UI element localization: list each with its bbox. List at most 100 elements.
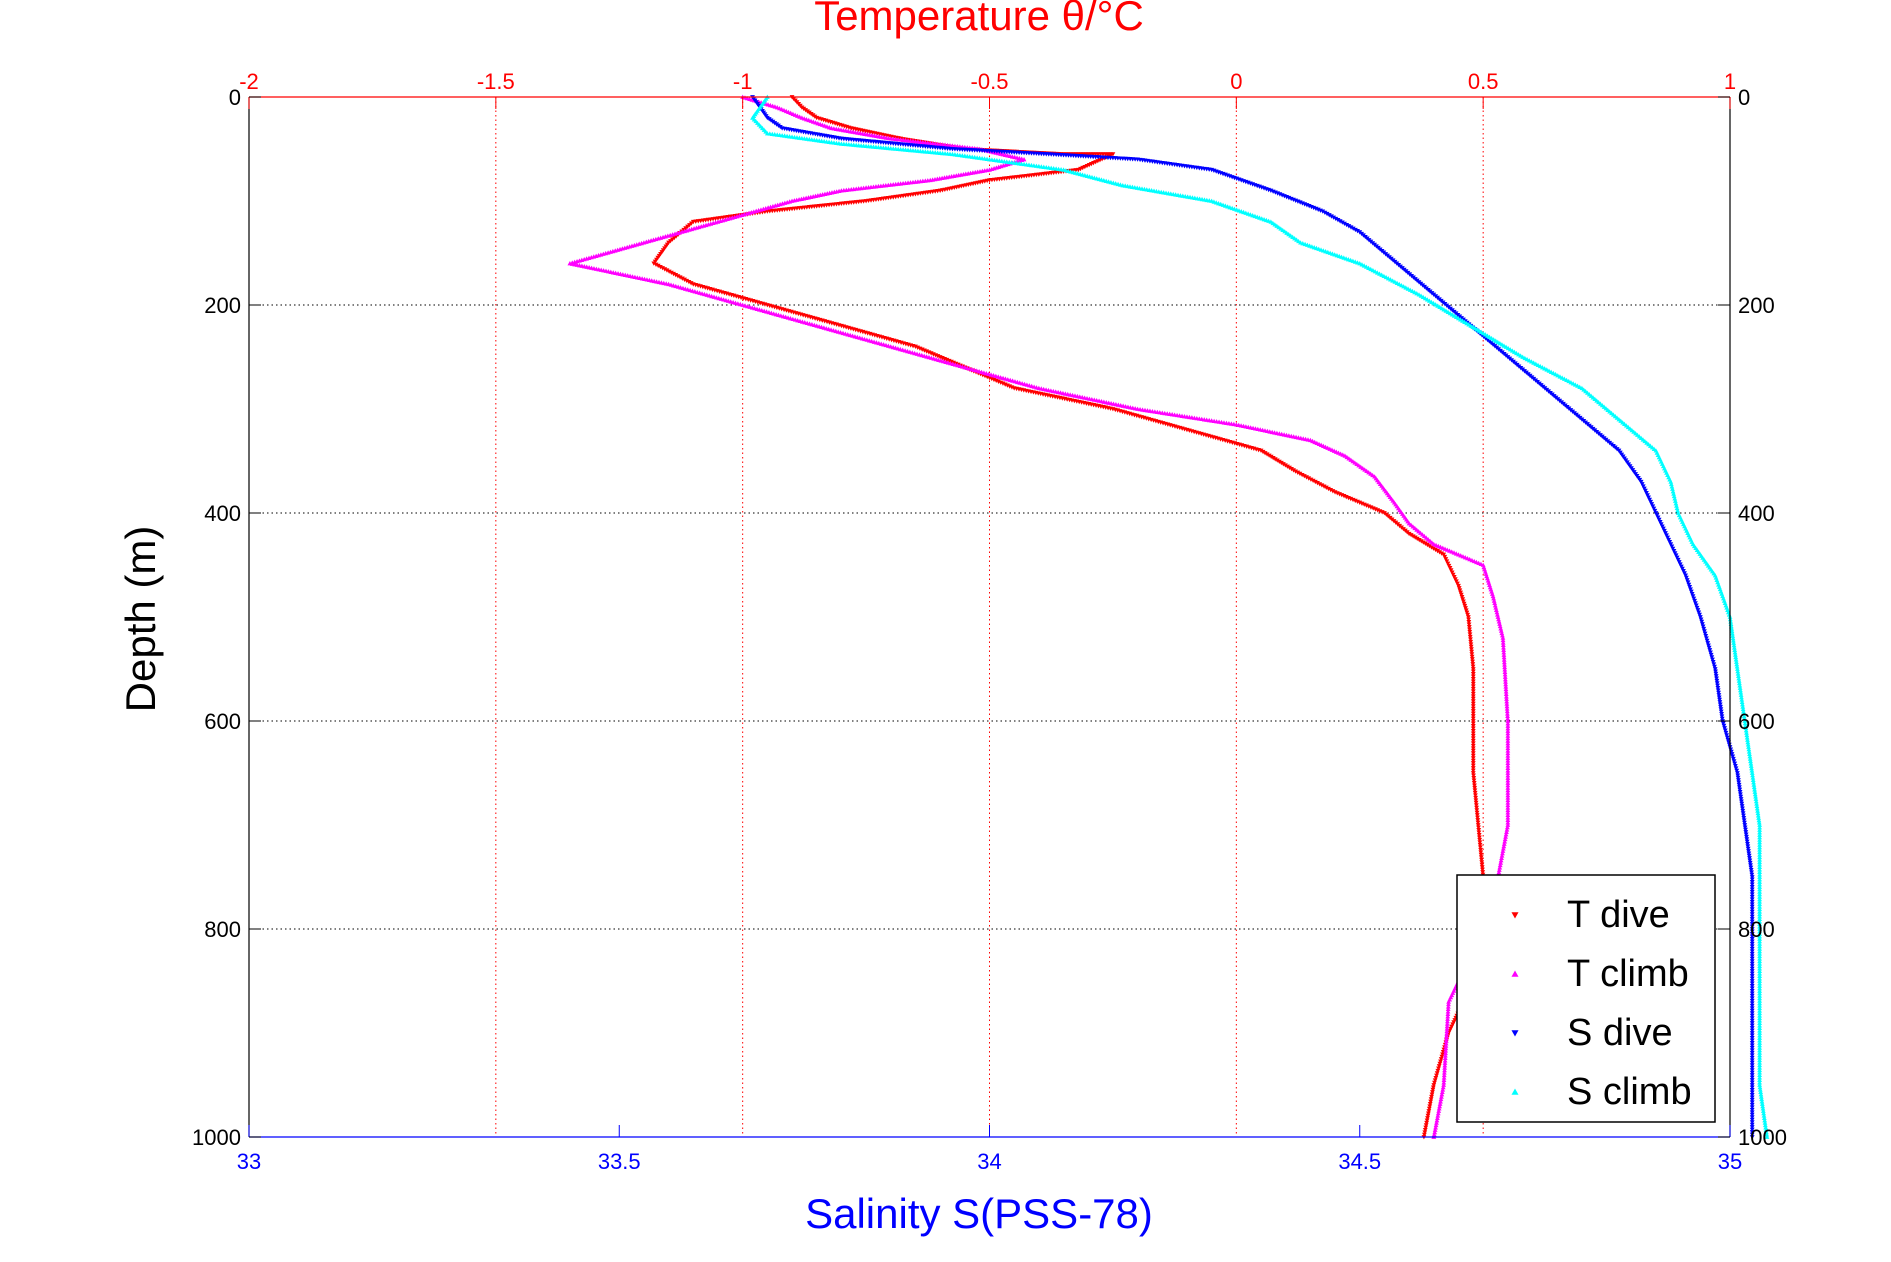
data-point <box>1435 1113 1441 1118</box>
data-point <box>1749 1078 1755 1083</box>
data-point <box>1671 493 1677 499</box>
data-point <box>1738 794 1744 800</box>
data-point <box>1674 555 1680 560</box>
data-point <box>1739 801 1745 807</box>
data-point <box>1757 995 1763 1001</box>
data-point <box>1739 799 1744 804</box>
data-point <box>1440 1052 1445 1057</box>
data-point <box>1688 589 1694 594</box>
data-point <box>1757 877 1763 882</box>
top-axis-tick-label: 1 <box>1724 69 1736 94</box>
data-point <box>1757 963 1763 969</box>
data-point <box>1719 714 1725 719</box>
data-point <box>1287 465 1292 471</box>
data-point <box>1684 578 1690 583</box>
data-point <box>1757 889 1763 894</box>
data-point <box>1742 720 1748 726</box>
data-point <box>1687 585 1693 590</box>
data-point <box>1749 1058 1755 1063</box>
data-point <box>1299 472 1305 478</box>
data-point <box>1757 852 1763 857</box>
data-point <box>1505 795 1511 800</box>
data-point <box>1757 936 1763 941</box>
data-point <box>1757 953 1763 959</box>
data-point <box>1699 622 1705 627</box>
data-point <box>1266 453 1272 458</box>
data-point <box>1441 552 1447 557</box>
data-point <box>1447 566 1453 571</box>
data-point <box>1732 761 1738 766</box>
data-point <box>1504 827 1510 832</box>
data-point <box>1470 751 1476 756</box>
data-point <box>1757 837 1763 842</box>
data-point <box>1743 830 1749 835</box>
data-point <box>1439 1054 1445 1060</box>
data-point <box>1638 479 1644 485</box>
data-point <box>1759 1096 1765 1102</box>
data-point <box>1748 867 1754 873</box>
data-point <box>1471 778 1477 783</box>
data-point <box>1739 697 1745 702</box>
data-point <box>1741 709 1746 714</box>
data-point <box>1749 961 1755 967</box>
data-point <box>1436 1106 1442 1111</box>
bottom-axis-title: Salinity S(PSS-78) <box>805 1190 1153 1237</box>
data-point <box>1270 456 1276 461</box>
data-point <box>1264 452 1270 457</box>
data-point <box>1505 805 1511 810</box>
data-point <box>1278 460 1284 466</box>
legend-label-s-climb: S climb <box>1567 1071 1692 1113</box>
data-point <box>1308 477 1314 482</box>
legend-label-s-dive: S dive <box>1567 1012 1673 1054</box>
data-point <box>1321 484 1327 489</box>
data-point <box>1745 742 1751 747</box>
data-point <box>1746 744 1751 749</box>
data-point <box>1717 697 1722 703</box>
data-point <box>682 277 687 282</box>
data-point <box>1733 657 1739 662</box>
data-point <box>1757 990 1763 996</box>
data-point <box>1757 1035 1763 1040</box>
legend-label-t-climb: T climb <box>1567 953 1689 995</box>
data-point <box>1666 537 1672 543</box>
data-point <box>1722 728 1728 733</box>
data-point <box>1750 772 1755 778</box>
data-point <box>1749 1068 1755 1073</box>
data-point <box>1505 733 1511 738</box>
data-point <box>1752 787 1757 792</box>
data-point <box>1673 501 1679 506</box>
data-point <box>1477 837 1483 843</box>
data-point <box>1443 1045 1449 1051</box>
data-point <box>1730 638 1736 643</box>
data-point <box>1757 919 1763 924</box>
data-point <box>1761 1115 1767 1121</box>
data-point <box>1731 645 1737 650</box>
data-point <box>1677 562 1683 567</box>
data-point <box>1749 1011 1755 1016</box>
data-point <box>1427 544 1432 549</box>
data-point <box>668 270 674 276</box>
data-point <box>1443 1043 1449 1048</box>
data-point <box>1474 810 1480 816</box>
data-point <box>1504 829 1509 835</box>
data-point <box>1749 882 1755 887</box>
data-point <box>1422 1127 1428 1133</box>
data-point <box>1470 761 1476 766</box>
data-point <box>1442 1060 1448 1065</box>
data-point <box>1757 1030 1763 1035</box>
data-point <box>1470 674 1476 679</box>
data-point <box>1470 706 1476 712</box>
data-point <box>1504 701 1510 706</box>
data-point <box>1732 650 1738 655</box>
data-point <box>1470 681 1476 687</box>
data-point <box>1493 605 1499 610</box>
data-point <box>1757 1047 1763 1053</box>
data-point <box>1714 681 1720 686</box>
data-point <box>1749 897 1755 902</box>
data-point <box>1751 782 1757 787</box>
data-point <box>1320 209 1326 214</box>
data-point <box>1475 818 1481 823</box>
data-point <box>1505 718 1511 723</box>
data-point <box>1470 686 1476 692</box>
data-point <box>1426 1111 1431 1116</box>
